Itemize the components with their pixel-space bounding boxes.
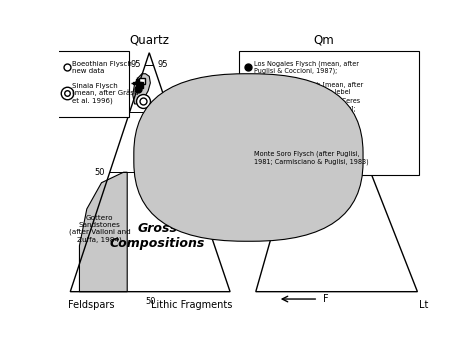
Text: D5: D5	[146, 162, 154, 167]
Text: Boeothian Flysch
new data: Boeothian Flysch new data	[72, 61, 132, 74]
Text: F: F	[323, 294, 328, 304]
Text: 95: 95	[158, 60, 168, 69]
FancyBboxPatch shape	[57, 51, 129, 117]
Text: Qm: Qm	[313, 33, 334, 46]
FancyBboxPatch shape	[239, 51, 419, 175]
Text: 75: 75	[115, 108, 125, 117]
Text: C2: C2	[204, 225, 212, 230]
Text: Guerrouch Flysch (mean, after
Raoult et al., 1982): Guerrouch Flysch (mean, after Raoult et …	[255, 129, 354, 143]
Text: C1: C1	[199, 213, 208, 218]
Text: C3: C3	[202, 208, 210, 213]
Polygon shape	[133, 74, 150, 104]
Text: Gottero
Sandstones
(after Valloni and
Zuffa, 1984): Gottero Sandstones (after Valloni and Zu…	[69, 214, 130, 243]
Text: Los Nogales Flysch (mean, after
Puglisi & Coccioni, 1987);: Los Nogales Flysch (mean, after Puglisi …	[255, 60, 359, 74]
Text: 95: 95	[130, 60, 141, 69]
Text: F1: F1	[172, 168, 179, 174]
Text: D5: D5	[321, 168, 329, 174]
Polygon shape	[80, 172, 127, 292]
Text: 50: 50	[145, 297, 155, 306]
Text: C3: C3	[328, 174, 335, 178]
Text: F1: F1	[321, 164, 328, 168]
Text: 50: 50	[95, 168, 105, 177]
Text: Monte Soro Flysch (after Puglisi,
1981; Carmisciano & Puglisi, 1983): Monte Soro Flysch (after Puglisi, 1981; …	[255, 151, 369, 165]
Text: A3: A3	[321, 159, 328, 164]
Text: D7: D7	[327, 162, 335, 167]
Text: Quartz: Quartz	[129, 33, 169, 46]
Text: Gross
Compositions: Gross Compositions	[109, 222, 205, 250]
Text: A3: A3	[161, 163, 169, 168]
Text: Lithic Fragments: Lithic Fragments	[151, 299, 232, 310]
Text: C1: C1	[337, 184, 346, 189]
Text: F17: F17	[168, 165, 179, 170]
Text: F2: F2	[329, 153, 336, 159]
Text: 75: 75	[174, 108, 184, 117]
Text: C2: C2	[334, 175, 342, 180]
FancyBboxPatch shape	[134, 74, 363, 241]
Text: F4: F4	[316, 171, 323, 176]
Text: D7: D7	[170, 154, 178, 159]
Text: 50: 50	[275, 168, 285, 177]
Text: Feldspars: Feldspars	[68, 299, 115, 310]
Text: Jebel Tisirène Flysch [mean, after
Gigliato & Puglisi, 2002; Jebel
Tisirène (bla: Jebel Tisirène Flysch [mean, after Gigli…	[255, 80, 364, 112]
Text: Lt: Lt	[419, 299, 428, 310]
Text: Sinaia Flysch
(mean, after Grâsu
et al. 1996): Sinaia Flysch (mean, after Grâsu et al. …	[72, 83, 138, 104]
Text: 50: 50	[194, 168, 205, 177]
Text: F2: F2	[176, 158, 183, 163]
Text: F4: F4	[174, 166, 182, 171]
